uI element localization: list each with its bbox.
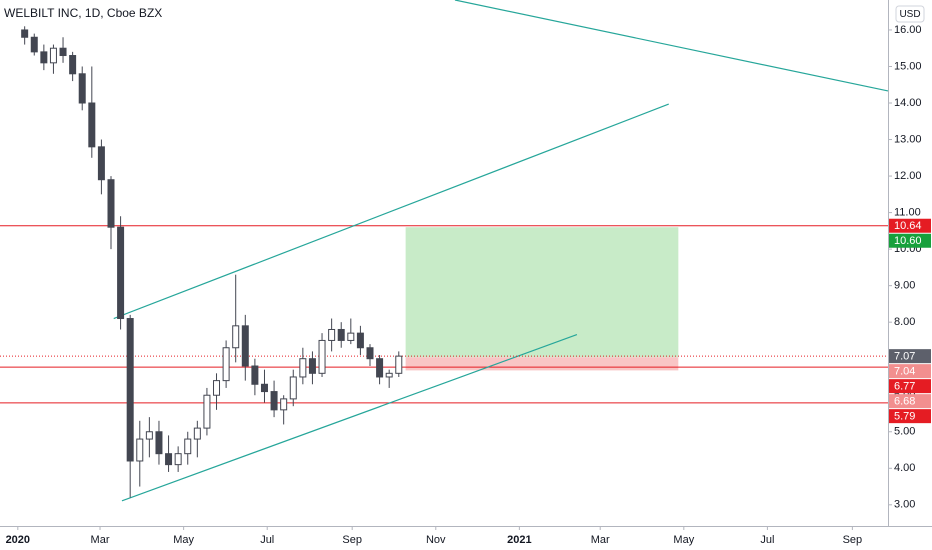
y-tick-label: 4.00 (894, 462, 915, 474)
candle-body (203, 394, 211, 429)
candle-body (347, 332, 355, 341)
candle-body (260, 383, 268, 393)
candle-body (78, 73, 86, 104)
candle-body (174, 453, 182, 466)
candle-body (385, 372, 393, 378)
trend-line (121, 334, 578, 502)
loss-zone (405, 357, 679, 371)
y-tick-label: 11.00 (894, 206, 921, 218)
candle-body (280, 398, 288, 411)
candle-body (241, 325, 249, 367)
candle-body (30, 36, 38, 53)
candle-body (136, 438, 144, 462)
candle-body (155, 431, 163, 455)
y-tick-label: 9.00 (894, 280, 915, 292)
y-tick-label: 3.00 (894, 499, 915, 511)
candle-body (40, 51, 48, 64)
y-tick-label: 14.00 (894, 97, 922, 109)
candle-body (299, 358, 307, 378)
price-badge-label: 10.64 (894, 220, 922, 232)
x-tick-label: Mar (91, 534, 110, 546)
candle-body (232, 325, 240, 349)
y-tick-label: 15.00 (894, 60, 922, 72)
currency-button[interactable] (895, 5, 925, 23)
profit-zone (405, 227, 679, 358)
y-tick-label: 5.00 (894, 426, 915, 438)
x-tick-label: 2021 (507, 534, 531, 546)
candle-body (376, 358, 384, 378)
x-tick-label: May (673, 534, 694, 546)
x-tick-label: Sep (843, 534, 863, 546)
candle-body (270, 391, 278, 411)
currency-label[interactable]: USD (899, 9, 920, 20)
candle-body (59, 47, 67, 57)
y-tick-label: 8.00 (894, 316, 915, 328)
candle-body (318, 339, 326, 374)
x-tick-label: Jul (260, 534, 274, 546)
candle-body (289, 376, 297, 400)
price-badge (889, 364, 931, 379)
price-badge (889, 349, 931, 364)
candle-body (107, 179, 115, 228)
candle-body (193, 427, 201, 440)
price-badge (889, 379, 931, 394)
price-badge (889, 409, 931, 424)
trend-line (454, 0, 889, 92)
price-badge-label: 6.68 (894, 396, 915, 408)
candle-body (222, 347, 230, 382)
candle-body (126, 318, 134, 462)
candle-body (165, 453, 173, 466)
candle-body (251, 365, 259, 385)
y-tick-label: 12.00 (894, 170, 922, 182)
x-tick-label: Sep (342, 534, 362, 546)
price-badge-label: 6.77 (894, 381, 915, 393)
price-badge-label: 10.60 (894, 235, 922, 247)
price-badge (889, 233, 931, 248)
x-tick-label: 2020 (6, 534, 30, 546)
price-badge-label: 7.04 (894, 366, 915, 378)
price-badge (889, 394, 931, 409)
candle-body (366, 347, 374, 360)
price-badge (889, 218, 931, 233)
x-tick-label: Nov (426, 534, 446, 546)
price-badge-label: 5.79 (894, 411, 915, 423)
trend-line (113, 103, 669, 320)
candle-body (184, 438, 192, 455)
candle-body (49, 47, 57, 64)
chart-title: WELBILT INC, 1D, Cboe BZX (4, 6, 162, 20)
price-badge-label: 7.07 (894, 351, 915, 363)
candle-body (213, 380, 221, 396)
candle-body (145, 431, 153, 440)
y-tick-label: 16.00 (894, 24, 922, 36)
x-tick-label: May (173, 534, 194, 546)
candle-body (69, 55, 77, 75)
x-tick-label: Jul (760, 534, 774, 546)
candle-body (328, 328, 336, 341)
candle-body (308, 358, 316, 374)
candle-body (97, 146, 105, 181)
candle-body (21, 29, 29, 38)
candle-body (88, 102, 96, 148)
candle-body (117, 226, 125, 320)
candle-body (356, 332, 364, 349)
candle-body (395, 355, 403, 374)
y-tick-label: 13.00 (894, 133, 922, 145)
candle-body (337, 328, 345, 341)
x-tick-label: Mar (591, 534, 610, 546)
